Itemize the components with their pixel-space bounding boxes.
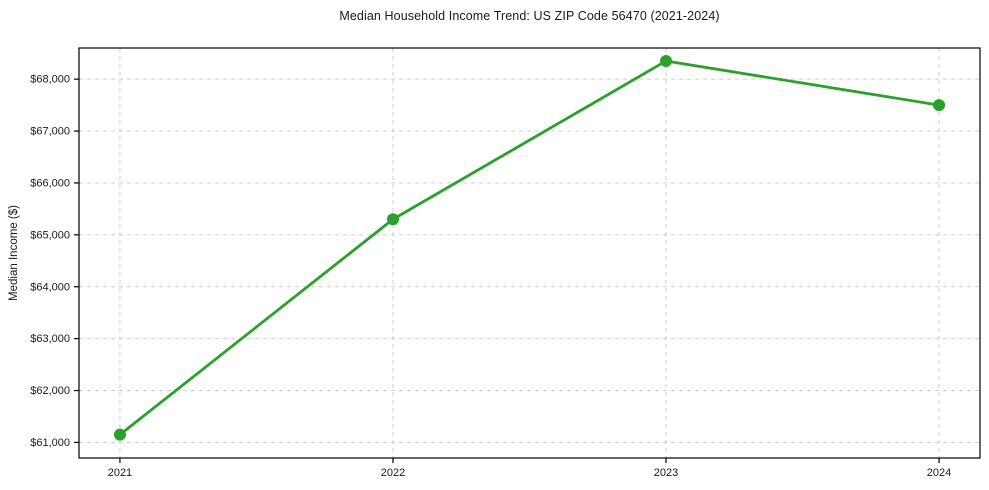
y-tick-label: $61,000 <box>30 437 70 449</box>
y-tick-label: $66,000 <box>30 177 70 189</box>
y-tick-label: $62,000 <box>30 385 70 397</box>
trend-line <box>118 59 941 437</box>
y-tick-label: $65,000 <box>30 229 70 241</box>
data-point <box>386 213 399 226</box>
data-point <box>113 428 126 441</box>
chart-title: Median Household Income Trend: US ZIP Co… <box>339 9 720 23</box>
plot-border <box>78 47 981 459</box>
y-tick-label: $63,000 <box>30 333 70 345</box>
data-point <box>933 99 946 112</box>
data-point <box>660 54 673 67</box>
y-tick-label: $67,000 <box>30 126 70 138</box>
y-tick-label: $68,000 <box>30 74 70 86</box>
x-tick-label: 2024 <box>927 467 951 479</box>
x-tick-label: 2023 <box>654 467 678 479</box>
y-tick-label: $64,000 <box>30 281 70 293</box>
x-tick-label: 2022 <box>381 467 405 479</box>
x-tick-label: 2021 <box>108 467 132 479</box>
